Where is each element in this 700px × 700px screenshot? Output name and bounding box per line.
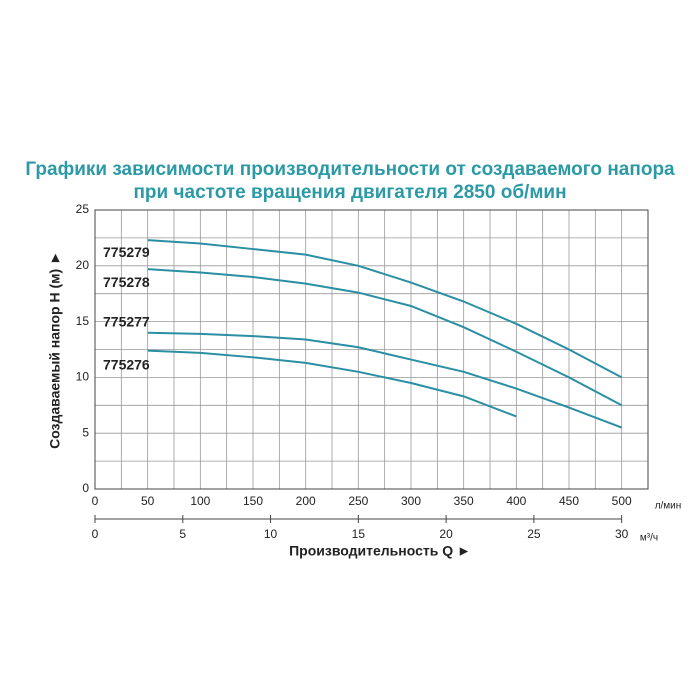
x2-tick-label: 25: [527, 527, 541, 541]
x-tick-label: 300: [401, 494, 421, 508]
x-tick-label: 150: [243, 494, 263, 508]
x-tick-label: 500: [612, 494, 632, 508]
chart-title: при частоте вращения двигателя 2850 об/м…: [133, 182, 566, 203]
y-axis-label: Создаваемый напор H (м) ►: [47, 251, 63, 449]
x-tick-label: 0: [92, 494, 99, 508]
y-tick-label: 5: [82, 425, 89, 439]
y-tick-label: 10: [76, 370, 90, 384]
data-line: [147, 331, 623, 429]
x2-tick-label: 30: [615, 527, 629, 541]
y-tick-label: 20: [76, 258, 90, 272]
x2-tick-label: 15: [352, 527, 366, 541]
x-tick-label: 250: [348, 494, 368, 508]
x2-unit: м³/ч: [640, 533, 658, 544]
series-label: 775276: [103, 356, 150, 372]
plot-frame: [94, 209, 649, 490]
data-line: [147, 268, 623, 407]
x-tick-label: 350: [454, 494, 474, 508]
series-label: 775277: [103, 313, 150, 329]
data-line: [147, 239, 623, 379]
x2-tick-label: 10: [264, 527, 278, 541]
x-unit: л/мин: [655, 501, 682, 512]
x2-tick-label: 20: [439, 527, 453, 541]
x-tick-label: 50: [141, 494, 155, 508]
y-tick-label: 25: [76, 202, 90, 216]
x-tick-label: 200: [296, 494, 316, 508]
x-tick-label: 400: [506, 494, 526, 508]
y-tick-label: 15: [76, 314, 90, 328]
x-axis-label: Производительность Q ►: [289, 543, 471, 559]
y-tick-label: 0: [82, 481, 89, 495]
series-label: 775279: [103, 244, 150, 260]
x-tick-label: 450: [559, 494, 579, 508]
series-label: 775278: [103, 274, 150, 290]
chart-title: Графики зависимости производительности о…: [25, 159, 675, 180]
data-line: [147, 349, 517, 418]
x2-tick-label: 0: [92, 527, 99, 541]
x2-tick-label: 5: [179, 527, 186, 541]
x-tick-label: 100: [190, 494, 210, 508]
